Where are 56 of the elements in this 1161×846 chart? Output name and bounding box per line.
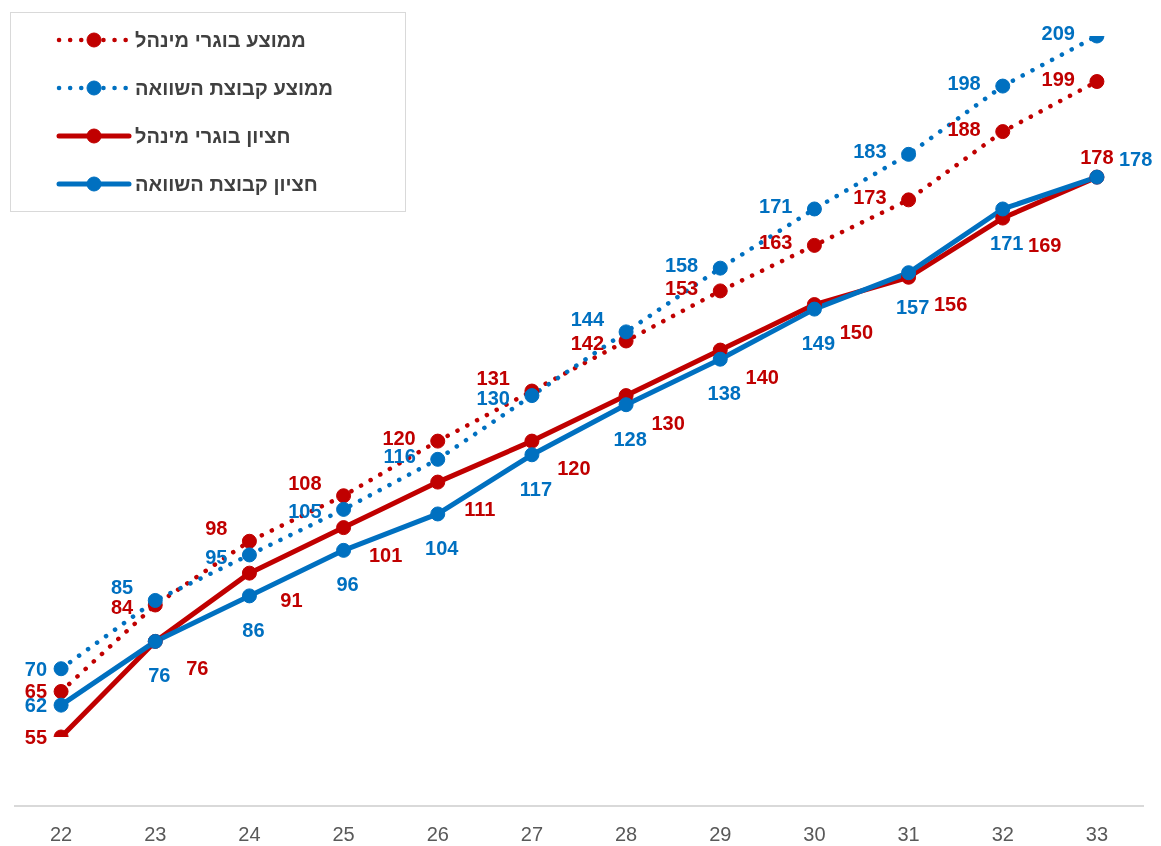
x-tick-label: 32	[991, 823, 1014, 846]
data-label: 95	[205, 545, 228, 568]
data-label: 157	[895, 295, 930, 318]
data-label: 105	[288, 500, 322, 523]
x-tick-label: 30	[803, 823, 826, 846]
legend-label: ממוצע קבוצת השוואה	[135, 76, 334, 100]
data-label: 169	[1028, 234, 1062, 257]
x-tick-label: 23	[144, 823, 167, 846]
data-label: 140	[745, 366, 779, 389]
data-label: 138	[707, 382, 741, 405]
data-label: 55	[24, 726, 48, 748]
data-label: 183	[853, 140, 887, 163]
data-label: 98	[205, 517, 228, 540]
x-tick-label: 25	[332, 823, 355, 846]
x-tick-label: 27	[520, 823, 544, 846]
data-label: 198	[947, 72, 981, 95]
x-tick-label: 22	[49, 823, 73, 846]
data-label: 171	[759, 194, 793, 217]
x-tick-label: 28	[614, 823, 638, 846]
x-tick-label: 33	[1085, 823, 1109, 846]
data-label: 108	[288, 471, 322, 494]
legend-label: ממוצע בוגרי מינהל	[135, 28, 306, 52]
data-label: 178	[1118, 148, 1153, 171]
data-label: 156	[933, 293, 968, 316]
data-label: 158	[664, 254, 699, 277]
data-label: 171	[990, 231, 1024, 254]
x-tick-label: 26	[426, 823, 449, 846]
data-label: 111	[464, 498, 496, 521]
data-label: 199	[1041, 67, 1075, 90]
data-label: 76	[148, 664, 171, 687]
data-label: 104	[425, 536, 460, 559]
legend-label: חציון בוגרי מינהל	[135, 124, 291, 148]
data-label: 209	[1041, 22, 1075, 44]
data-label: 188	[947, 117, 981, 140]
data-label: 70	[24, 657, 48, 680]
data-label: 96	[336, 573, 359, 596]
data-label: 149	[801, 332, 836, 355]
data-label: 173	[853, 185, 887, 208]
data-label: 117	[519, 477, 553, 500]
x-tick-label: 29	[709, 823, 732, 846]
data-label: 150	[839, 320, 874, 343]
x-tick-label: 24	[238, 823, 261, 846]
data-label: 128	[613, 427, 647, 450]
legend-label: חציון קבוצת השוואה	[135, 172, 318, 196]
data-label: 130	[651, 411, 685, 434]
data-label: 76	[186, 657, 209, 680]
x-tick-label: 31	[897, 823, 920, 846]
data-label: 163	[759, 231, 793, 254]
data-label: 86	[242, 618, 265, 641]
data-label: 178	[1080, 146, 1114, 169]
data-label: 153	[664, 276, 699, 299]
data-label: 120	[557, 457, 591, 480]
data-label: 101	[368, 543, 403, 566]
data-label: 144	[570, 307, 605, 330]
data-label: 91	[280, 589, 303, 612]
data-label: 142	[570, 331, 605, 354]
